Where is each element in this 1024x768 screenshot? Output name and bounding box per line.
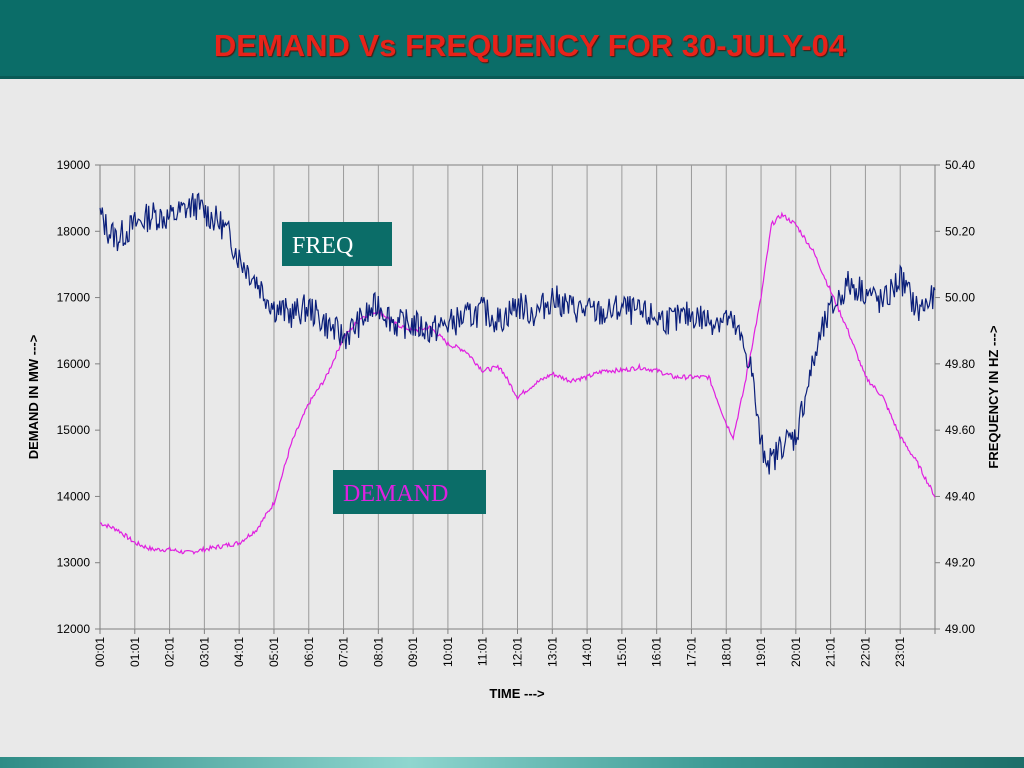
x-tick-label: 04:01 xyxy=(232,637,246,667)
x-tick-label: 15:01 xyxy=(615,637,629,667)
left-tick-label: 17000 xyxy=(57,291,91,305)
bottom-bar xyxy=(0,757,1024,768)
freq-series-label: FREQ xyxy=(292,233,353,259)
left-axis-ticks: 19000 18000 17000 16000 15000 14000 13000 12000 xyxy=(57,158,100,636)
x-axis-ticks: 00:01 01:01 02:01 03:01 04:01 05:01 06:01 07:01… xyxy=(93,629,936,667)
left-tick-label: 14000 xyxy=(57,489,91,503)
freq-series-line xyxy=(99,192,936,475)
right-tick-label: 50.20 xyxy=(945,224,975,238)
left-tick-label: 12000 xyxy=(57,622,91,636)
right-tick-label: 49.60 xyxy=(945,423,975,437)
x-tick-label: 09:01 xyxy=(406,637,420,667)
right-axis-label: FREQUENCY IN HZ ---> xyxy=(986,325,1001,469)
x-tick-label: 16:01 xyxy=(650,637,664,667)
x-tick-label: 13:01 xyxy=(545,637,559,667)
right-tick-label: 50.00 xyxy=(945,291,975,305)
right-tick-label: 49.00 xyxy=(945,622,975,636)
left-tick-label: 19000 xyxy=(57,158,91,172)
page-title: DEMAND Vs FREQUENCY FOR 30-JULY-04 xyxy=(213,28,847,63)
right-axis-ticks: 50.40 50.20 50.00 49.80 49.60 49.40 49.20 49.00 xyxy=(935,158,975,636)
x-tick-label: 19:01 xyxy=(754,637,768,667)
left-tick-label: 13000 xyxy=(57,556,91,570)
freq-label-box: FREQ xyxy=(282,222,392,266)
right-tick-label: 49.80 xyxy=(945,357,975,371)
x-tick-label: 21:01 xyxy=(824,637,838,667)
demand-series-label: DEMAND xyxy=(343,481,448,507)
x-tick-label: 14:01 xyxy=(580,637,594,667)
x-tick-label: 05:01 xyxy=(267,637,281,667)
x-tick-label: 03:01 xyxy=(197,637,211,667)
x-tick-label: 17:01 xyxy=(684,637,698,667)
x-tick-label: 12:01 xyxy=(511,637,525,667)
left-axis-label: DEMAND IN MW ---> xyxy=(26,334,41,459)
left-tick-label: 18000 xyxy=(57,224,91,238)
x-tick-label: 00:01 xyxy=(93,637,107,667)
x-tick-label: 11:01 xyxy=(476,637,490,666)
x-tick-label: 23:01 xyxy=(893,637,907,667)
right-tick-label: 49.40 xyxy=(945,489,975,503)
x-tick-label: 02:01 xyxy=(163,637,177,667)
x-tick-label: 08:01 xyxy=(371,637,385,667)
right-tick-label: 50.40 xyxy=(945,158,975,172)
title-bar xyxy=(0,0,1024,79)
x-tick-label: 06:01 xyxy=(302,637,316,667)
left-tick-label: 16000 xyxy=(57,357,91,371)
x-tick-label: 10:01 xyxy=(441,637,455,667)
demand-series-line xyxy=(99,211,936,555)
left-tick-label: 15000 xyxy=(57,423,91,437)
x-tick-label: 18:01 xyxy=(719,637,733,667)
x-tick-label: 20:01 xyxy=(789,637,803,667)
right-tick-label: 49.20 xyxy=(945,556,975,570)
x-axis-label: TIME ---> xyxy=(489,686,545,701)
x-tick-label: 07:01 xyxy=(337,637,351,667)
x-tick-label: 22:01 xyxy=(858,637,872,667)
x-tick-label: 01:01 xyxy=(128,637,142,667)
demand-label-box: DEMAND xyxy=(333,470,486,514)
